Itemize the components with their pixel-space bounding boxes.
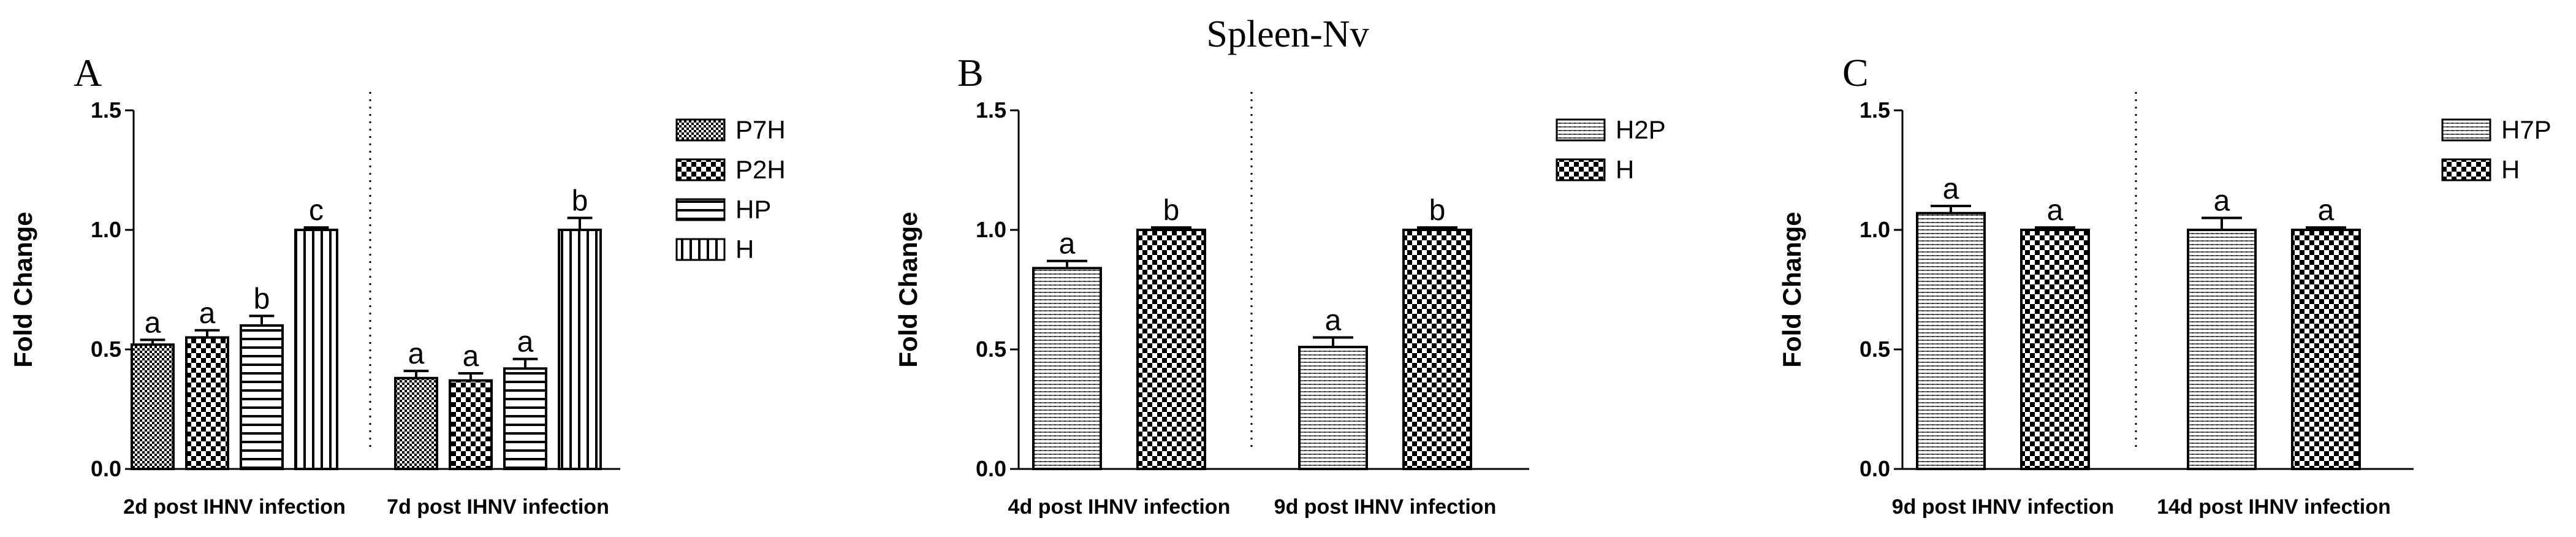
y-tick-label: 0.5: [976, 337, 1006, 362]
bar: [558, 229, 602, 470]
significance-label: b: [1429, 194, 1446, 227]
bar: [394, 376, 438, 470]
bar: [1916, 211, 1986, 470]
significance-label: a: [463, 340, 479, 373]
legend-swatch: [2441, 118, 2491, 142]
panel-a: A 0.0 0.5 1.0 1.5 Fold Change a a b c 2d post IHNV…: [9, 51, 786, 519]
x-category-label: 9d post IHNV infection: [1892, 495, 2114, 519]
legend-label: H: [2501, 155, 2520, 184]
significance-label: a: [517, 326, 534, 359]
significance-label: a: [2318, 194, 2335, 227]
y-tick-label: 0.5: [91, 337, 121, 362]
legend-swatch: [1556, 158, 1606, 181]
significance-label: a: [1059, 228, 1076, 261]
legend-swatch: [675, 118, 726, 142]
y-tick-label: 0.0: [976, 456, 1006, 481]
significance-label: b: [1163, 194, 1180, 227]
y-axis-label: Fold Change: [9, 211, 37, 367]
legend-label: P2H: [735, 155, 786, 184]
y-tick-label: 0.0: [1860, 456, 1890, 481]
x-category-label: 2d post IHNV infection: [123, 495, 346, 519]
x-category-label: 4d post IHNV infection: [1008, 495, 1231, 519]
bar: [1298, 346, 1368, 470]
panel-c: C 0.0 0.5 1.0 1.5 Fold Change a a 9d post IHNV i…: [1777, 51, 2551, 519]
panel-letter: C: [1842, 51, 1869, 94]
y-tick-label: 1.0: [1860, 217, 1890, 242]
panel-b: B 0.0 0.5 1.0 1.5 Fold Change a b 4d post IHNV i…: [894, 51, 1666, 519]
legend-label: H: [1616, 155, 1634, 184]
panel-letter: A: [74, 51, 102, 94]
significance-label: b: [254, 283, 270, 315]
legend-swatch: [675, 158, 726, 181]
panel-letter: B: [957, 51, 984, 94]
x-category-label: 9d post IHNV infection: [1274, 495, 1497, 519]
y-axis-label: Fold Change: [894, 211, 922, 367]
bar: [1136, 229, 1206, 470]
y-tick-label: 1.0: [976, 217, 1006, 242]
bar: [449, 379, 493, 471]
legend-swatch: [2441, 158, 2491, 181]
y-tick-label: 1.5: [1860, 97, 1890, 123]
bar: [185, 336, 229, 470]
legend-label: HP: [735, 195, 771, 224]
bar: [2291, 229, 2361, 470]
y-tick-label: 1.5: [91, 97, 121, 123]
legend-swatch: [675, 198, 726, 221]
x-category-label: 14d post IHNV infection: [2157, 495, 2391, 519]
legend-swatch: [675, 238, 726, 261]
bar: [2020, 229, 2090, 470]
y-tick-label: 0.5: [1860, 337, 1890, 362]
significance-label: b: [572, 185, 588, 218]
y-tick-label: 1.5: [976, 97, 1006, 123]
legend-label: H2P: [1616, 115, 1666, 144]
legend-label: H7P: [2501, 115, 2551, 144]
significance-label: a: [1325, 305, 1342, 337]
y-tick-label: 1.0: [91, 217, 121, 242]
x-category-label: 7d post IHNV infection: [387, 495, 609, 519]
significance-label: a: [199, 297, 216, 330]
bar: [1402, 229, 1472, 470]
significance-label: a: [2047, 194, 2064, 227]
significance-label: a: [2214, 185, 2230, 218]
figure-title: Spleen-Nv: [1206, 13, 1369, 55]
bar: [131, 343, 175, 471]
legend-swatch: [1556, 118, 1606, 142]
bar: [1032, 267, 1102, 470]
y-tick-label: 0.0: [91, 456, 121, 481]
significance-label: a: [408, 338, 425, 370]
significance-label: c: [309, 194, 324, 227]
significance-label: a: [145, 307, 161, 339]
bar: [2187, 229, 2257, 470]
bar: [503, 367, 547, 471]
significance-label: a: [1943, 173, 1959, 205]
y-axis-label: Fold Change: [1777, 211, 1806, 367]
panels: A 0.0 0.5 1.0 1.5 Fold Change a a b c 2d post IHNV…: [9, 51, 2551, 519]
bar: [240, 324, 284, 470]
legend-label: H: [735, 235, 754, 264]
legend-label: P7H: [735, 115, 786, 144]
bar: [294, 229, 338, 470]
